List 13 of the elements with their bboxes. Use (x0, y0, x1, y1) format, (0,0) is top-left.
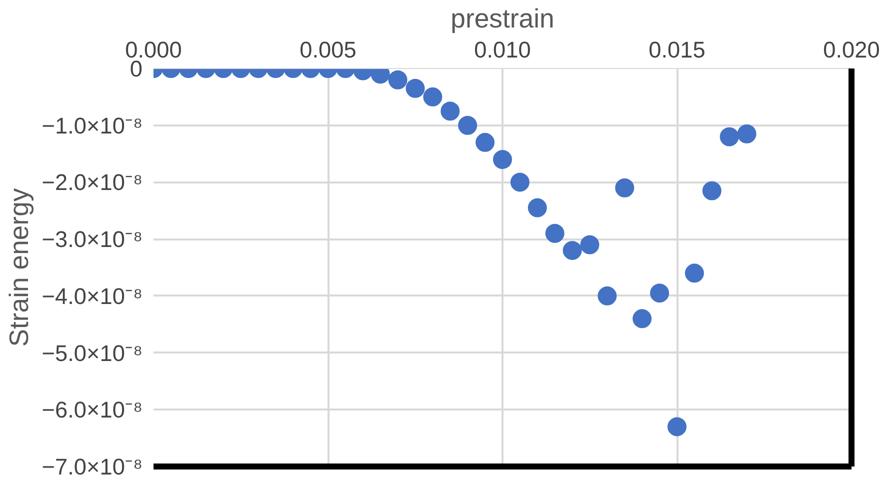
x-tick-label: 0.020 (823, 36, 880, 62)
y-tick-label: −1.0×10⁻⁸ (42, 112, 143, 138)
x-tick-label: 0.005 (300, 36, 356, 62)
x-axis-title: prestrain (450, 4, 554, 34)
x-tick-label: 0.010 (474, 36, 531, 62)
y-tick-label: −2.0×10⁻⁸ (42, 169, 143, 196)
x-tick-label: 0.015 (648, 36, 706, 62)
y-tick-label: −3.0×10⁻⁸ (42, 226, 143, 252)
y-tick-label: −4.0×10⁻⁸ (42, 282, 143, 309)
y-tick-label: −5.0×10⁻⁸ (42, 340, 143, 366)
y-axis-title: Strain energy (4, 188, 34, 347)
y-tick-label: −6.0×10⁻⁸ (42, 396, 143, 423)
y-tick-label: −7.0×10⁻⁸ (42, 454, 143, 480)
